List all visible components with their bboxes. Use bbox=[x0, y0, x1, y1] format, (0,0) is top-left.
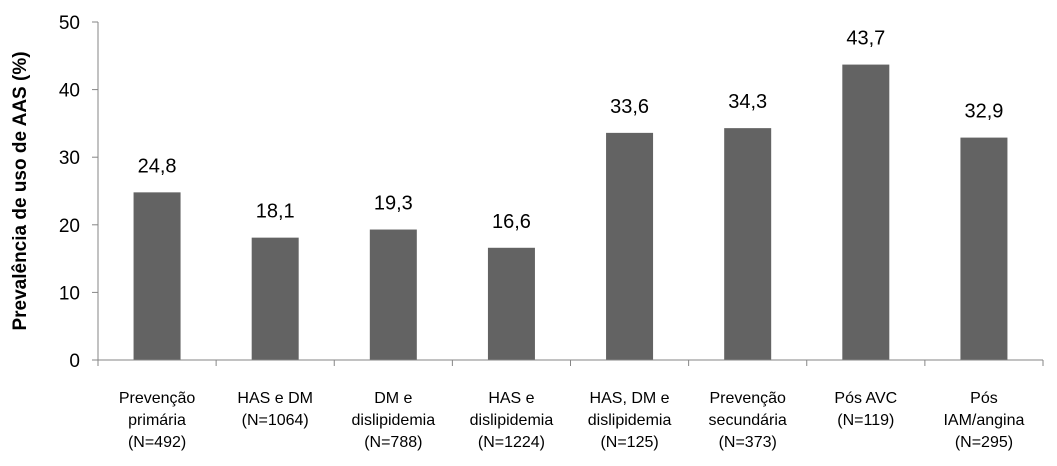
x-category-label: dislipidemia bbox=[352, 412, 436, 429]
x-category-label: dislipidemia bbox=[588, 412, 672, 429]
x-category-label: Pós AVC bbox=[834, 390, 897, 407]
x-category-label: (N=1224) bbox=[478, 434, 545, 451]
y-tick-label: 10 bbox=[59, 283, 80, 304]
x-category-label: dislipidemia bbox=[470, 412, 554, 429]
bar bbox=[724, 128, 772, 360]
bar bbox=[842, 64, 890, 360]
bar bbox=[487, 247, 535, 360]
bar-value-label: 18,1 bbox=[256, 201, 295, 223]
bar bbox=[133, 192, 181, 360]
x-category-label: (N=125) bbox=[600, 434, 658, 451]
bar-value-label: 33,6 bbox=[610, 96, 649, 118]
x-category-label: (N=788) bbox=[364, 434, 422, 451]
y-tick-label: 30 bbox=[59, 148, 80, 169]
bar-value-label: 16,6 bbox=[492, 211, 531, 233]
x-category-label: (N=373) bbox=[719, 434, 777, 451]
x-category-label: Pós bbox=[970, 390, 998, 407]
y-axis-title: Prevalência de uso de AAS (%) bbox=[10, 51, 31, 330]
y-tick-label: 20 bbox=[59, 216, 80, 237]
x-category-label: Prevenção bbox=[709, 390, 786, 407]
x-category-label: (N=295) bbox=[955, 434, 1013, 451]
y-tick-label: 0 bbox=[69, 351, 80, 372]
bar bbox=[606, 132, 654, 360]
x-category-label: HAS, DM e bbox=[590, 390, 670, 407]
x-category-label: (N=492) bbox=[128, 434, 186, 451]
x-category-label: HAS e DM bbox=[237, 390, 313, 407]
bar-value-label: 32,9 bbox=[964, 101, 1003, 123]
bar-value-label: 19,3 bbox=[374, 193, 413, 215]
x-category-label: secundária bbox=[709, 412, 787, 429]
x-category-label: primária bbox=[128, 412, 186, 429]
y-tick-label: 40 bbox=[59, 81, 80, 102]
x-category-label: Prevenção bbox=[119, 390, 196, 407]
x-category-label: HAS e bbox=[488, 390, 534, 407]
bar-value-label: 34,3 bbox=[728, 91, 767, 113]
x-category-label: DM e bbox=[374, 390, 412, 407]
bar bbox=[960, 137, 1008, 360]
y-tick-label: 50 bbox=[59, 13, 80, 34]
x-category-label: IAM/angina bbox=[943, 412, 1024, 429]
bar bbox=[251, 237, 299, 360]
bar bbox=[369, 229, 417, 360]
x-category-label: (N=119) bbox=[837, 412, 894, 429]
bar-value-label: 43,7 bbox=[846, 28, 885, 50]
x-category-label: (N=1064) bbox=[242, 412, 309, 429]
bar-value-label: 24,8 bbox=[138, 155, 177, 177]
